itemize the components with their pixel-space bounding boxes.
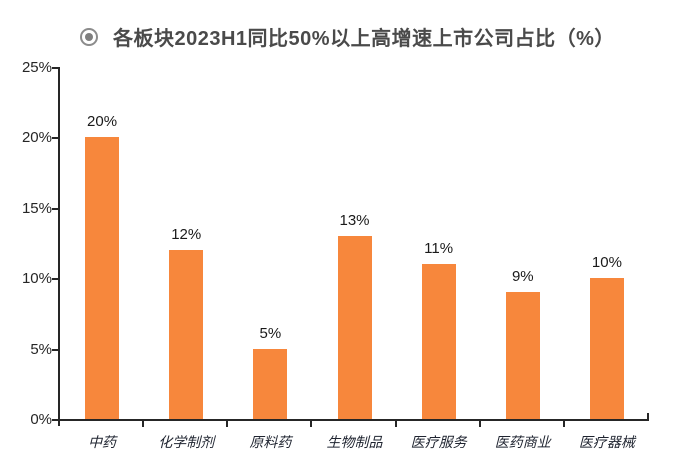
- x-axis-tick: [226, 421, 229, 427]
- bar-医药商业: [505, 292, 540, 419]
- y-axis-tick-label: 20%: [21, 129, 52, 147]
- x-axis-tick: [478, 421, 481, 427]
- y-axis-tick: [52, 207, 58, 210]
- x-axis-tick: [562, 421, 565, 427]
- chart-header: 各板块2023H1同比50%以上高增速上市公司占比（%）: [0, 0, 697, 56]
- bar-value-label: 13%: [339, 211, 370, 229]
- bar-value-label: 11%: [424, 240, 454, 258]
- bar-中药: [85, 137, 120, 419]
- y-axis-tick: [52, 67, 58, 69]
- y-axis-tick-label: 10%: [21, 270, 52, 288]
- x-axis-tick: [310, 421, 313, 427]
- bar-value-label: 9%: [511, 268, 534, 286]
- bar-原料药: [253, 348, 288, 419]
- x-axis-tick: [142, 421, 145, 427]
- bar-value-label: 10%: [591, 254, 622, 272]
- y-axis-tick: [52, 137, 58, 140]
- y-axis-tick-label: 5%: [30, 340, 52, 358]
- y-axis-line: [58, 67, 60, 426]
- bar-化学制剂: [169, 250, 204, 419]
- x-axis-category-label: 生物制品: [326, 434, 383, 450]
- target-circle-icon: [80, 28, 98, 46]
- y-axis-tick: [52, 278, 58, 281]
- bar-value-label: 12%: [171, 226, 202, 244]
- y-axis-tick: [52, 419, 58, 421]
- y-axis-tick: [52, 348, 58, 351]
- x-axis-category-label: 医药商业: [494, 434, 551, 450]
- x-axis-end-tick: [647, 413, 649, 419]
- x-axis-category-label: 医疗服务: [410, 434, 467, 450]
- x-axis-tick: [394, 421, 397, 427]
- x-axis-category-label: 化学制剂: [158, 434, 215, 450]
- bar-value-label: 5%: [259, 324, 282, 342]
- x-axis-category-label: 原料药: [249, 434, 292, 450]
- y-axis-tick-label: 0%: [30, 411, 52, 428]
- y-axis-tick-label: 25%: [21, 59, 52, 76]
- chart-title: 各板块2023H1同比50%以上高增速上市公司占比（%）: [113, 28, 615, 50]
- bar-生物制品: [337, 235, 372, 419]
- bar-医疗服务: [421, 264, 456, 419]
- bar-value-label: 20%: [87, 113, 118, 131]
- x-axis-category-label: 中药: [88, 434, 117, 450]
- x-axis-line: [58, 419, 649, 421]
- bar-医疗器械: [589, 278, 624, 419]
- y-axis-tick-label: 15%: [21, 199, 52, 217]
- x-axis-category-label: 医疗器械: [578, 434, 635, 450]
